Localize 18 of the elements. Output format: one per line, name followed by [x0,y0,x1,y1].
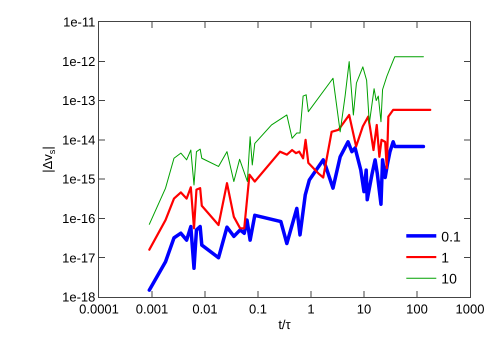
legend-label: 1 [441,250,450,266]
x-tick-label: 0.1 [248,302,268,317]
x-tick-label: 1000 [456,302,484,317]
y-tick-label: 1e-11 [63,14,96,30]
y-tick-label: 1e-14 [62,132,96,148]
y-tick-label: 1e-15 [62,172,96,187]
x-tick-label: 100 [406,302,428,317]
x-tick-label: 1 [307,302,315,317]
legend-label: 0.1 [441,228,461,244]
legend-label: 10 [441,270,458,287]
y-tick-label: 1e-17 [62,250,96,266]
x-axis-title: t/τ [278,317,292,332]
y-tick-label: 1e-13 [62,93,96,108]
x-tick-label: 0.001 [136,302,168,317]
y-tick-label: 1e-12 [62,54,96,69]
x-tick-label: 10 [356,302,372,317]
y-tick-label: 1e-16 [62,210,96,226]
x-tick-label: 0.01 [192,302,218,317]
